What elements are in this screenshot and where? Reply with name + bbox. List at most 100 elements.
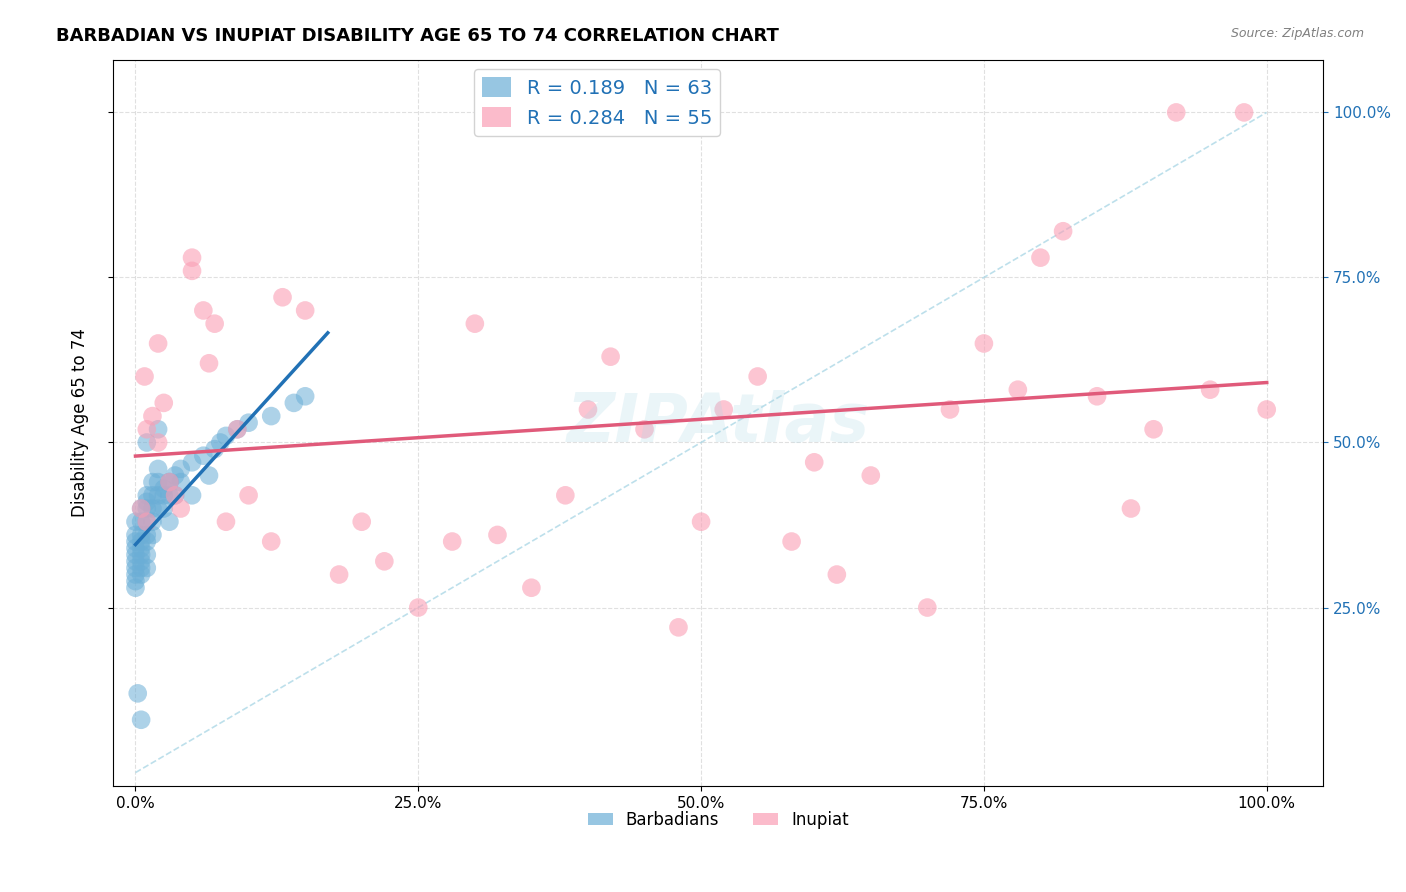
Text: ZIPAtlas: ZIPAtlas — [567, 390, 870, 456]
Point — [135, 501, 157, 516]
Point — [215, 515, 238, 529]
Point — [554, 488, 576, 502]
Point — [146, 475, 169, 489]
Point — [124, 528, 146, 542]
Point — [170, 501, 193, 516]
Text: BARBADIAN VS INUPIAT DISABILITY AGE 65 TO 74 CORRELATION CHART: BARBADIAN VS INUPIAT DISABILITY AGE 65 T… — [56, 27, 779, 45]
Point — [1233, 105, 1256, 120]
Y-axis label: Disability Age 65 to 74: Disability Age 65 to 74 — [72, 328, 89, 517]
Point — [129, 541, 152, 555]
Point — [141, 528, 163, 542]
Point — [350, 515, 373, 529]
Point — [260, 534, 283, 549]
Point — [135, 495, 157, 509]
Point — [780, 534, 803, 549]
Point — [129, 548, 152, 562]
Point — [135, 488, 157, 502]
Point — [129, 713, 152, 727]
Point — [260, 409, 283, 423]
Point — [226, 422, 249, 436]
Point — [668, 620, 690, 634]
Point — [181, 455, 204, 469]
Point — [124, 534, 146, 549]
Point — [127, 686, 149, 700]
Point — [146, 422, 169, 436]
Point — [135, 534, 157, 549]
Point — [1029, 251, 1052, 265]
Point — [146, 462, 169, 476]
Point — [1085, 389, 1108, 403]
Point — [157, 475, 180, 489]
Point — [141, 501, 163, 516]
Point — [124, 554, 146, 568]
Point — [204, 442, 226, 456]
Point — [124, 561, 146, 575]
Point — [209, 435, 232, 450]
Point — [152, 501, 174, 516]
Point — [165, 488, 187, 502]
Point — [576, 402, 599, 417]
Point — [803, 455, 825, 469]
Point — [181, 251, 204, 265]
Point — [157, 475, 180, 489]
Point — [129, 528, 152, 542]
Point — [238, 488, 260, 502]
Point — [238, 416, 260, 430]
Point — [135, 561, 157, 575]
Point — [747, 369, 769, 384]
Point — [152, 488, 174, 502]
Point — [152, 482, 174, 496]
Point — [124, 515, 146, 529]
Point — [152, 396, 174, 410]
Point — [157, 475, 180, 489]
Point — [141, 475, 163, 489]
Point — [129, 561, 152, 575]
Point — [520, 581, 543, 595]
Point — [633, 422, 655, 436]
Point — [124, 567, 146, 582]
Point — [198, 356, 221, 370]
Point — [373, 554, 395, 568]
Point — [1199, 383, 1222, 397]
Point — [204, 317, 226, 331]
Point — [181, 264, 204, 278]
Point — [939, 402, 962, 417]
Point — [135, 422, 157, 436]
Point — [135, 515, 157, 529]
Point — [599, 350, 621, 364]
Point — [170, 475, 193, 489]
Point — [690, 515, 713, 529]
Point — [146, 435, 169, 450]
Point — [129, 501, 152, 516]
Point — [129, 501, 152, 516]
Point — [441, 534, 464, 549]
Point — [1119, 501, 1142, 516]
Point — [146, 488, 169, 502]
Point — [134, 369, 156, 384]
Point — [165, 468, 187, 483]
Point — [135, 548, 157, 562]
Point — [135, 528, 157, 542]
Point — [283, 396, 305, 410]
Point — [1052, 224, 1074, 238]
Point — [198, 468, 221, 483]
Point — [193, 449, 215, 463]
Point — [124, 581, 146, 595]
Point — [135, 435, 157, 450]
Point — [181, 488, 204, 502]
Point — [146, 501, 169, 516]
Point — [1007, 383, 1029, 397]
Point — [713, 402, 735, 417]
Point — [165, 488, 187, 502]
Legend: Barbadians, Inupiat: Barbadians, Inupiat — [581, 805, 855, 836]
Point — [859, 468, 882, 483]
Point — [170, 462, 193, 476]
Point — [294, 389, 316, 403]
Point — [408, 600, 430, 615]
Point — [1166, 105, 1188, 120]
Point — [328, 567, 350, 582]
Point — [464, 317, 486, 331]
Point — [129, 515, 152, 529]
Point — [141, 515, 163, 529]
Point — [146, 336, 169, 351]
